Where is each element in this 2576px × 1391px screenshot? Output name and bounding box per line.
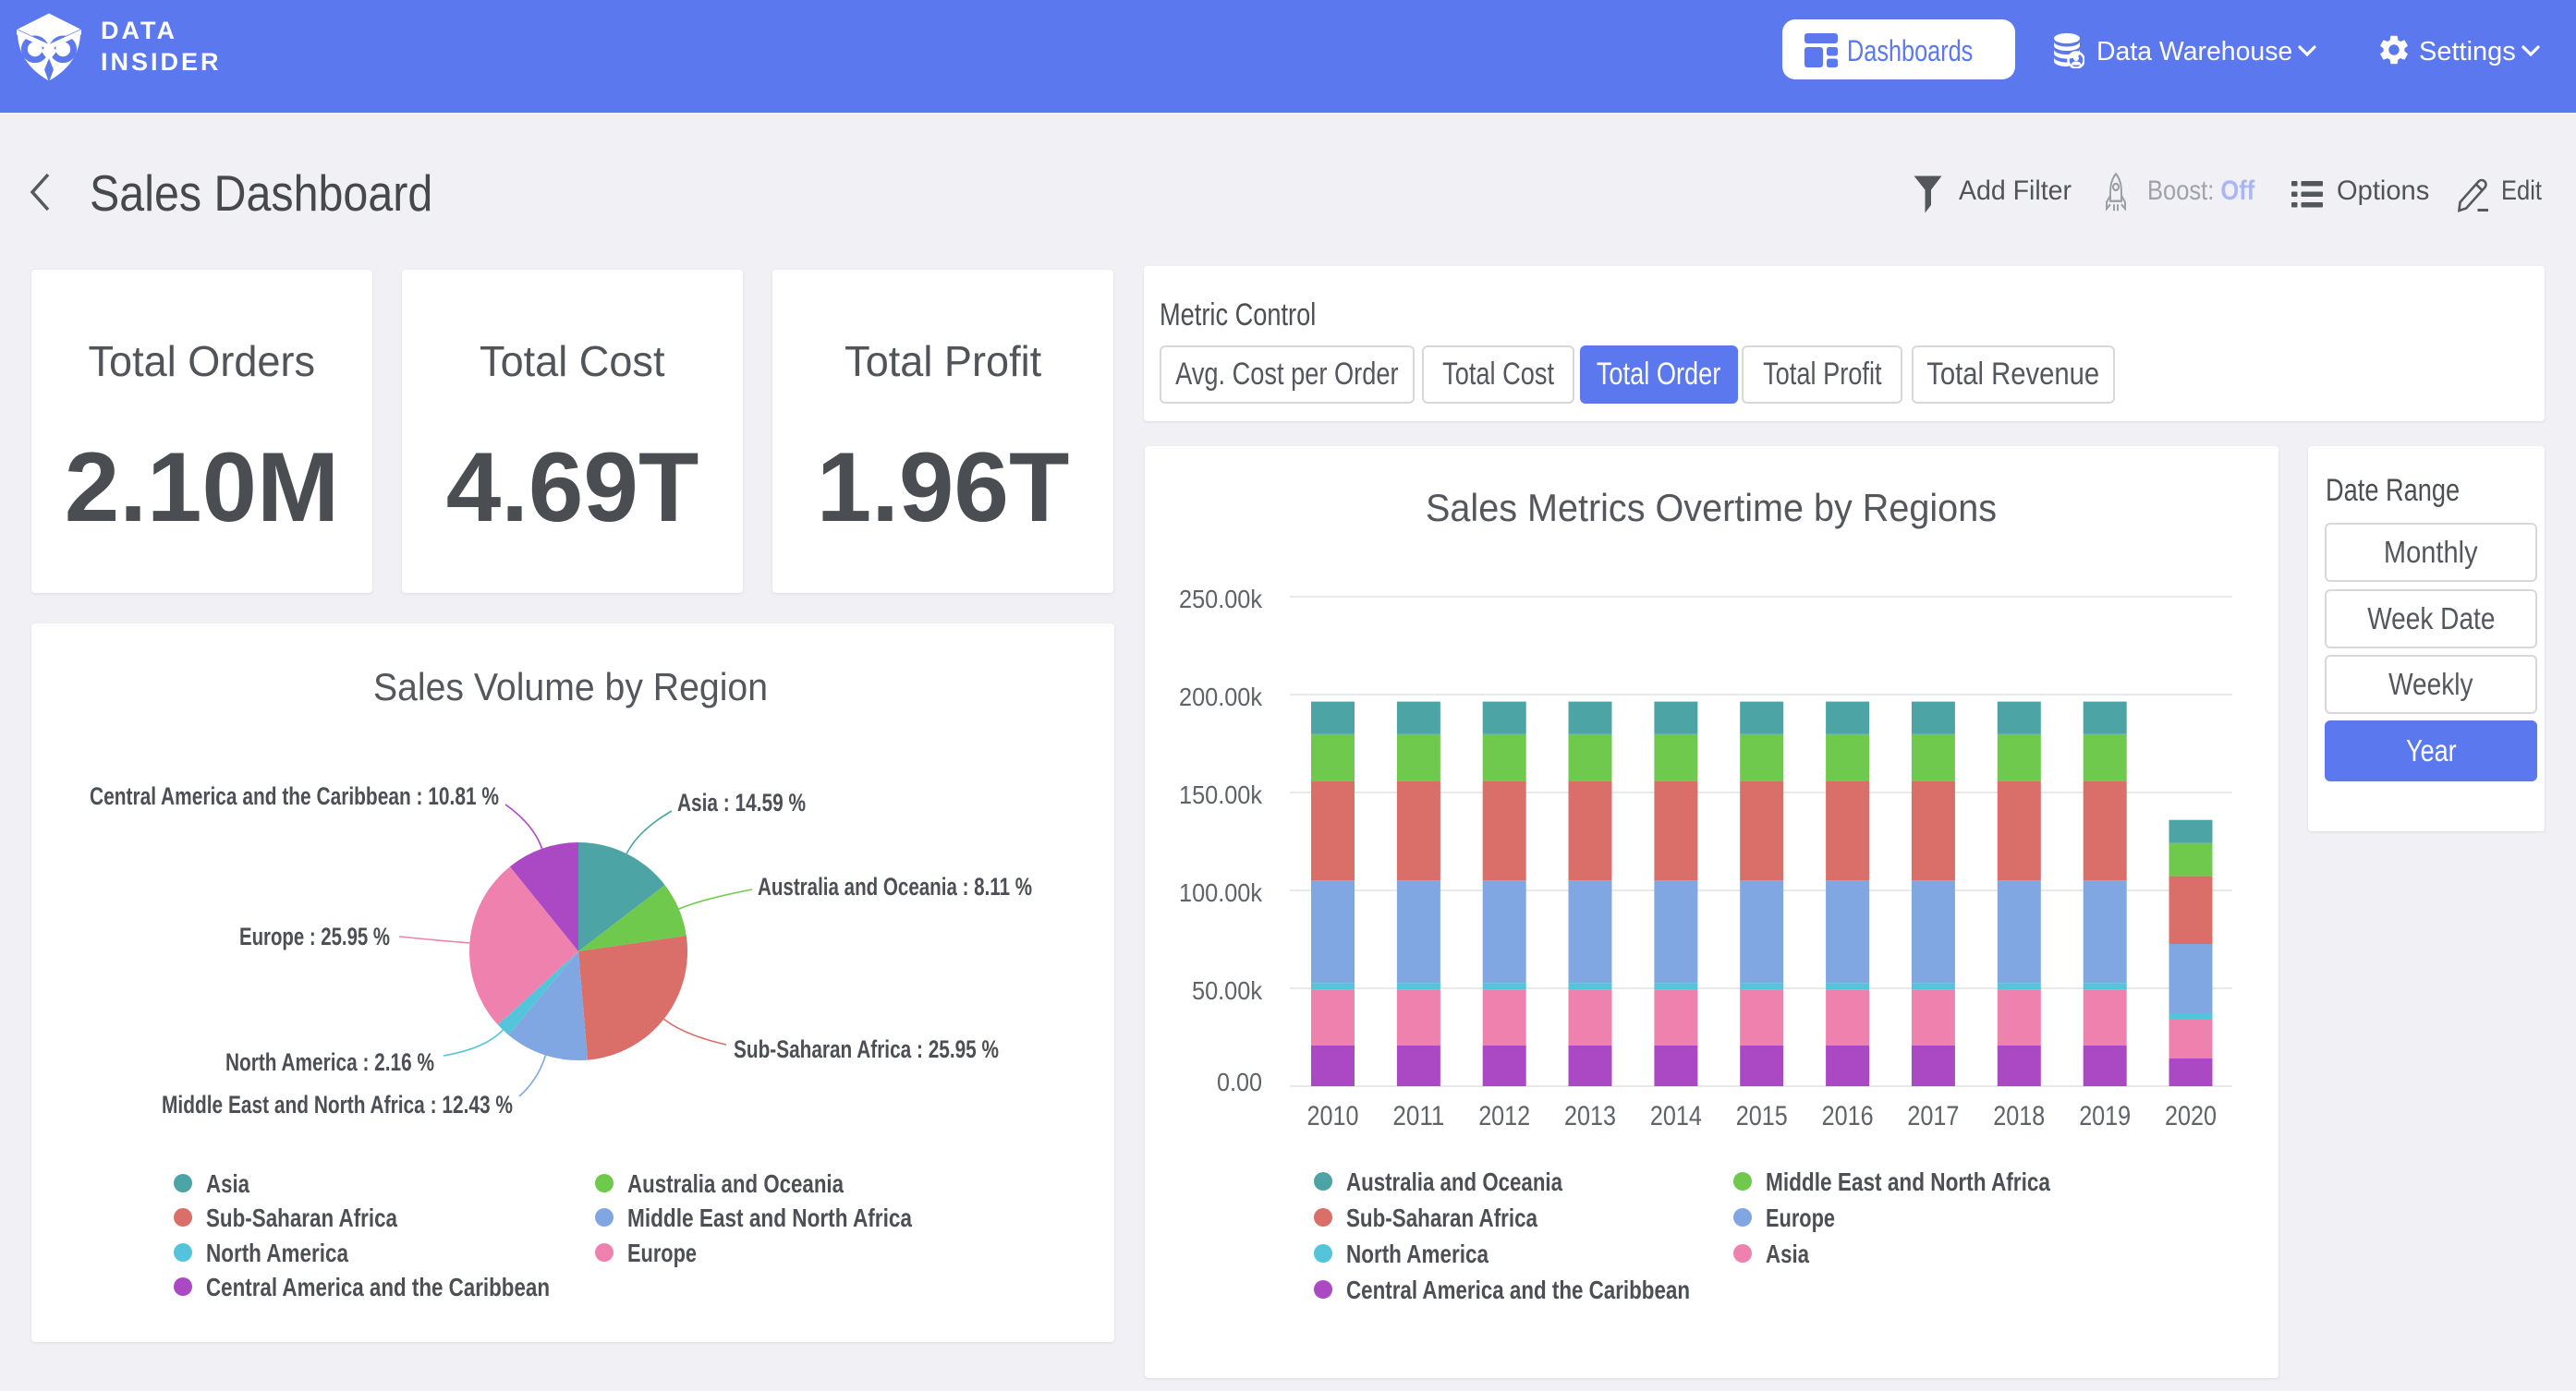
svg-text:150.00k: 150.00k <box>1179 780 1263 809</box>
svg-text:Australia and Oceania: Australia and Oceania <box>1346 1167 1562 1196</box>
svg-text:2017: 2017 <box>1907 1101 1959 1131</box>
svg-text:2020: 2020 <box>2165 1101 2217 1131</box>
svg-text:Australia and Oceania : 8.11 %: Australia and Oceania : 8.11 % <box>758 873 1032 901</box>
svg-text:Sales Metrics Overtime by Regi: Sales Metrics Overtime by Regions <box>1426 486 1997 529</box>
svg-text:2011: 2011 <box>1392 1101 1444 1131</box>
svg-text:Asia: Asia <box>206 1169 249 1198</box>
svg-text:North America: North America <box>1346 1240 1488 1268</box>
svg-text:250.00k: 250.00k <box>1179 585 1263 613</box>
svg-text:Middle East and North Africa :: Middle East and North Africa : 12.43 % <box>162 1091 513 1119</box>
svg-text:2014: 2014 <box>1650 1101 1702 1131</box>
svg-text:Middle East and North Africa: Middle East and North Africa <box>1766 1167 2050 1196</box>
svg-text:2010: 2010 <box>1307 1101 1359 1131</box>
svg-text:Sub-Saharan Africa: Sub-Saharan Africa <box>1346 1204 1537 1232</box>
svg-text:0.00: 0.00 <box>1217 1068 1262 1096</box>
svg-text:Asia : 14.59 %: Asia : 14.59 % <box>677 789 806 816</box>
svg-text:2018: 2018 <box>1993 1101 2045 1131</box>
svg-text:Sales Volume by Region: Sales Volume by Region <box>373 665 768 708</box>
svg-text:Central America and the Caribb: Central America and the Caribbean : 10.8… <box>90 782 499 810</box>
svg-text:Sub-Saharan Africa: Sub-Saharan Africa <box>206 1204 397 1232</box>
svg-text:North America : 2.16 %: North America : 2.16 % <box>225 1048 434 1076</box>
svg-text:Australia and Oceania: Australia and Oceania <box>627 1169 844 1198</box>
svg-text:200.00k: 200.00k <box>1179 683 1263 711</box>
svg-text:Europe: Europe <box>627 1239 697 1267</box>
svg-text:50.00k: 50.00k <box>1192 976 1263 1005</box>
svg-text:2013: 2013 <box>1564 1101 1616 1131</box>
svg-text:2019: 2019 <box>2079 1101 2131 1131</box>
svg-text:North America: North America <box>206 1239 348 1267</box>
svg-text:100.00k: 100.00k <box>1179 878 1263 907</box>
svg-text:Middle East and North Africa: Middle East and North Africa <box>627 1204 912 1232</box>
svg-text:Central America and the Caribb: Central America and the Caribbean <box>206 1273 550 1301</box>
svg-text:Europe: Europe <box>1766 1204 1835 1232</box>
svg-text:2015: 2015 <box>1736 1101 1788 1131</box>
svg-text:Sub-Saharan Africa : 25.95 %: Sub-Saharan Africa : 25.95 % <box>734 1035 999 1063</box>
svg-text:Europe : 25.95 %: Europe : 25.95 % <box>239 923 390 950</box>
svg-text:2012: 2012 <box>1478 1101 1530 1131</box>
svg-text:2016: 2016 <box>1822 1101 1874 1131</box>
svg-text:Central America and the Caribb: Central America and the Caribbean <box>1346 1276 1690 1304</box>
svg-text:Asia: Asia <box>1766 1240 1809 1268</box>
